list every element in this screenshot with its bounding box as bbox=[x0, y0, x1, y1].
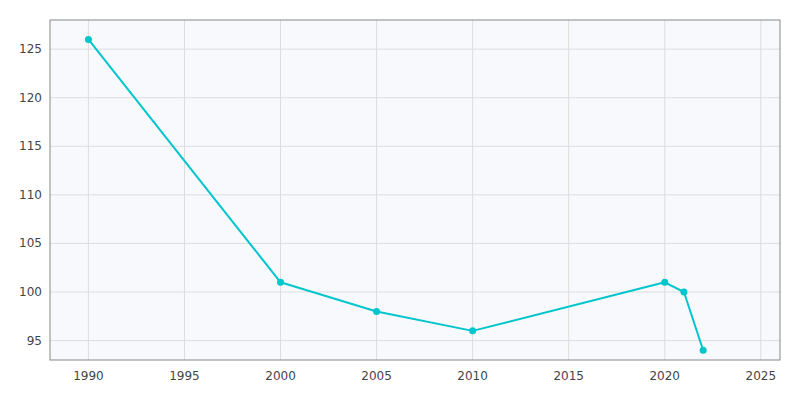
point bbox=[373, 308, 380, 315]
line bbox=[88, 39, 703, 350]
x-tick-label: 2005 bbox=[361, 369, 392, 383]
y-tick-label: 110 bbox=[19, 188, 42, 202]
y-tick-label: 120 bbox=[19, 91, 42, 105]
grid-line-y bbox=[50, 49, 780, 50]
grid-line-y bbox=[50, 243, 780, 244]
x-tick-label: 2000 bbox=[265, 369, 296, 383]
y-tick-label: 105 bbox=[19, 236, 42, 250]
grid-line-x bbox=[280, 20, 281, 360]
y-tick-label: 125 bbox=[19, 42, 42, 56]
point bbox=[469, 327, 476, 334]
y-tick-label: 115 bbox=[19, 139, 42, 153]
plot-frame bbox=[50, 20, 780, 360]
grid-line-y bbox=[50, 97, 780, 98]
series bbox=[85, 36, 707, 354]
x-tick-label: 2020 bbox=[649, 369, 680, 383]
point bbox=[661, 279, 668, 286]
grid-line-x bbox=[184, 20, 185, 360]
point bbox=[85, 36, 92, 43]
x-tick-label: 1995 bbox=[169, 369, 200, 383]
y-tick-label: 100 bbox=[19, 285, 42, 299]
grid-line-x bbox=[88, 20, 89, 360]
grid-line-x bbox=[760, 20, 761, 360]
plot-area bbox=[50, 20, 780, 360]
x-tick-label: 2015 bbox=[553, 369, 584, 383]
grid bbox=[50, 20, 780, 360]
grid-line-x bbox=[568, 20, 569, 360]
grid-line-y bbox=[50, 146, 780, 147]
x-tick-label: 2025 bbox=[746, 369, 777, 383]
y-tick-label: 95 bbox=[27, 334, 42, 348]
point bbox=[277, 279, 284, 286]
x-tick-label: 1990 bbox=[73, 369, 104, 383]
grid-line-y bbox=[50, 340, 780, 341]
point bbox=[680, 289, 687, 296]
point bbox=[700, 347, 707, 354]
grid-line-y bbox=[50, 194, 780, 195]
chart: 1990 1995 2000 2005 2010 2015 2020 2025 95 100 105… bbox=[0, 0, 800, 400]
x-tick-label: 2010 bbox=[457, 369, 488, 383]
grid-line-x bbox=[664, 20, 665, 360]
grid-line-y bbox=[50, 292, 780, 293]
grid-line-x bbox=[472, 20, 473, 360]
axes: 1990 1995 2000 2005 2010 2015 2020 2025 95 100 105… bbox=[19, 42, 776, 383]
chart-container: 1990 1995 2000 2005 2010 2015 2020 2025 95 100 105… bbox=[0, 0, 800, 400]
